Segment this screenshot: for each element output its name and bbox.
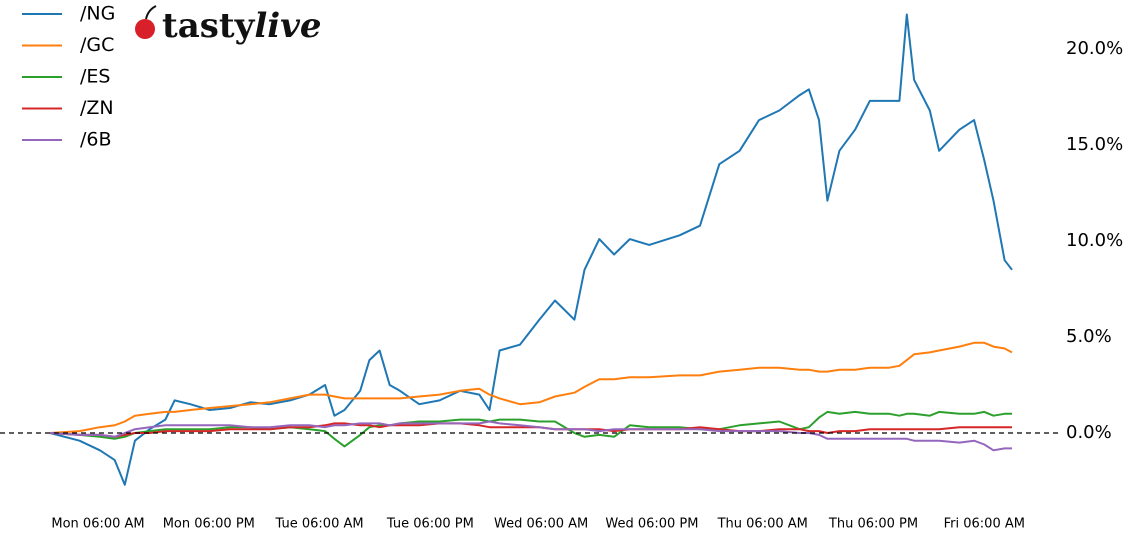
x-tick-label: Tue 06:00 PM (386, 517, 474, 532)
x-tick-label: Mon 06:00 PM (163, 517, 255, 532)
legend-label: /GC (80, 34, 114, 56)
y-tick-label: 15.0% (1066, 134, 1123, 155)
logo-stem (145, 5, 157, 20)
series-line (49, 13, 1013, 486)
x-tick-label: Tue 06:00 AM (275, 517, 364, 532)
x-tick-label: Thu 06:00 PM (828, 517, 918, 532)
legend-label: /6B (80, 129, 112, 151)
logo-live: live (254, 6, 321, 46)
legend-label: /ES (80, 66, 110, 88)
logo: tastylive (135, 5, 322, 46)
legend-label: /NG (80, 3, 115, 25)
series-line (49, 420, 1012, 452)
logo-cherry (135, 19, 155, 39)
x-tick-label: Wed 06:00 PM (605, 517, 698, 532)
series-line (49, 341, 1013, 434)
y-tick-label: 10.0% (1066, 230, 1123, 251)
x-tick-label: Wed 06:00 AM (494, 517, 588, 532)
x-tick-label: Mon 06:00 AM (51, 517, 144, 532)
y-tick-label: 0.0% (1066, 422, 1112, 443)
x-tick-label: Fri 06:00 AM (944, 517, 1025, 532)
logo-text: tastylive (162, 6, 322, 46)
series-line (49, 410, 1012, 448)
y-tick-label: 5.0% (1066, 326, 1112, 347)
legend-label: /ZN (80, 97, 114, 119)
x-tick-label: Thu 06:00 AM (717, 517, 808, 532)
logo-tasty: tasty (162, 6, 256, 46)
y-tick-label: 20.0% (1066, 38, 1123, 59)
